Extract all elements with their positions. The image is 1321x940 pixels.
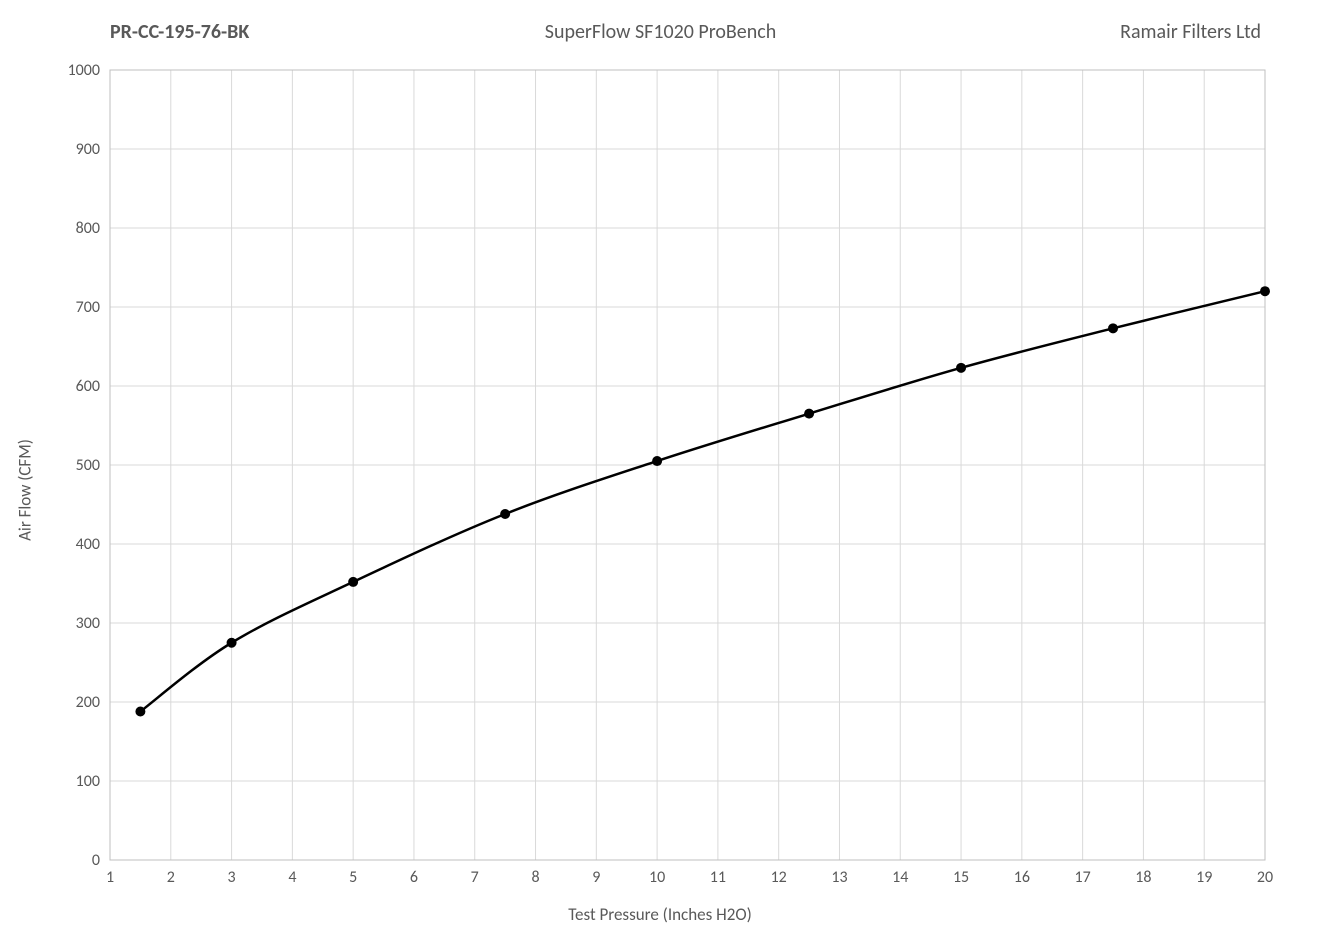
data-marker (135, 706, 145, 716)
data-marker (1108, 323, 1118, 333)
y-tick-label: 800 (76, 219, 100, 238)
y-tick-label: 1000 (68, 61, 100, 80)
data-marker (500, 509, 510, 519)
chart-area: Air Flow (CFM) 1234567891011121314151617… (35, 60, 1285, 920)
x-tick-label: 19 (1196, 868, 1212, 887)
x-tick-label: 16 (1014, 868, 1030, 887)
x-tick-label: 5 (349, 868, 357, 887)
x-tick-label: 13 (831, 868, 847, 887)
x-tick-label: 2 (167, 868, 175, 887)
x-axis-label: Test Pressure (Inches H2O) (568, 904, 751, 925)
x-tick-label: 3 (228, 868, 236, 887)
y-tick-label: 400 (76, 535, 100, 554)
x-tick-label: 18 (1135, 868, 1151, 887)
data-marker (227, 638, 237, 648)
x-tick-label: 11 (710, 868, 726, 887)
x-tick-label: 14 (892, 868, 908, 887)
data-marker (1260, 286, 1270, 296)
x-tick-label: 1 (106, 868, 114, 887)
line-chart: 1234567891011121314151617181920010020030… (35, 60, 1285, 890)
y-tick-label: 500 (76, 456, 100, 475)
data-marker (804, 409, 814, 419)
y-tick-label: 200 (76, 693, 100, 712)
x-tick-label: 7 (471, 868, 479, 887)
x-tick-label: 15 (953, 868, 969, 887)
chart-header: PR-CC-195-76-BK SuperFlow SF1020 ProBenc… (0, 20, 1321, 50)
x-tick-label: 20 (1257, 868, 1273, 887)
x-tick-label: 9 (592, 868, 600, 887)
y-tick-label: 100 (76, 772, 100, 791)
x-tick-label: 6 (410, 868, 418, 887)
y-axis-label: Air Flow (CFM) (15, 439, 36, 541)
x-tick-label: 17 (1075, 868, 1091, 887)
x-tick-label: 12 (771, 868, 787, 887)
data-marker (652, 456, 662, 466)
y-tick-label: 300 (76, 614, 100, 633)
y-tick-label: 700 (76, 298, 100, 317)
header-right: Ramair Filters Ltd (1120, 20, 1261, 44)
x-tick-label: 10 (649, 868, 665, 887)
y-tick-label: 0 (92, 851, 100, 870)
header-center: SuperFlow SF1020 ProBench (545, 20, 776, 44)
data-marker (348, 577, 358, 587)
header-left: PR-CC-195-76-BK (110, 20, 249, 44)
x-tick-label: 4 (288, 868, 296, 887)
y-tick-label: 600 (76, 377, 100, 396)
x-tick-label: 8 (531, 868, 539, 887)
y-tick-label: 900 (76, 140, 100, 159)
data-marker (956, 363, 966, 373)
